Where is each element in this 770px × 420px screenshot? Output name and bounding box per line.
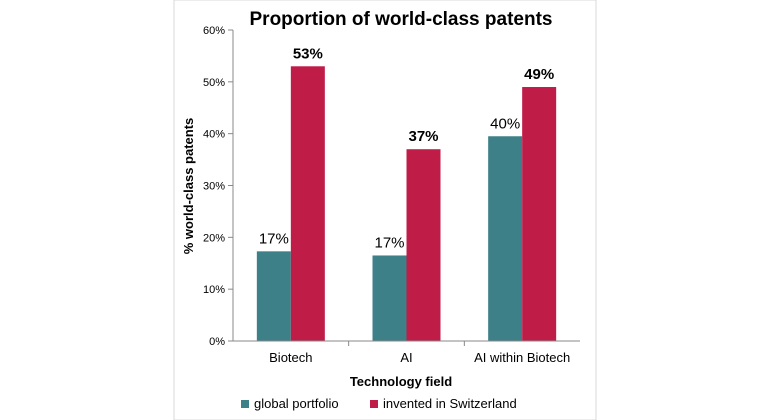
bar <box>373 255 407 341</box>
data-label: 37% <box>408 128 438 145</box>
legend-label: global portfolio <box>254 396 339 411</box>
x-axis-label: Technology field <box>350 374 452 389</box>
data-label: 17% <box>259 230 289 247</box>
legend-swatch <box>370 400 378 408</box>
y-tick-label: 20% <box>203 232 225 244</box>
y-tick-label: 60% <box>203 25 225 37</box>
data-label: 40% <box>490 115 520 132</box>
data-label: 53% <box>293 45 323 62</box>
y-tick-label: 40% <box>203 129 225 141</box>
x-tick-label: AI within Biotech <box>474 350 570 365</box>
data-label: 49% <box>524 66 554 83</box>
bar <box>257 251 291 341</box>
bar <box>522 87 556 341</box>
legend-swatch <box>241 400 249 408</box>
bar <box>488 136 522 341</box>
chart-title: Proportion of world-class patents <box>250 9 553 30</box>
x-tick-label: Biotech <box>269 350 312 365</box>
x-tick-label: AI <box>400 350 412 365</box>
y-axis-label: % world-class patents <box>181 118 196 255</box>
data-label: 17% <box>374 234 404 251</box>
legend-label: invented in Switzerland <box>383 396 517 411</box>
y-tick-label: 50% <box>203 77 225 89</box>
bar <box>407 149 441 341</box>
y-tick-label: 10% <box>203 284 225 296</box>
y-tick-label: 0% <box>209 336 225 348</box>
y-tick-label: 30% <box>203 181 225 193</box>
bar <box>291 66 325 341</box>
